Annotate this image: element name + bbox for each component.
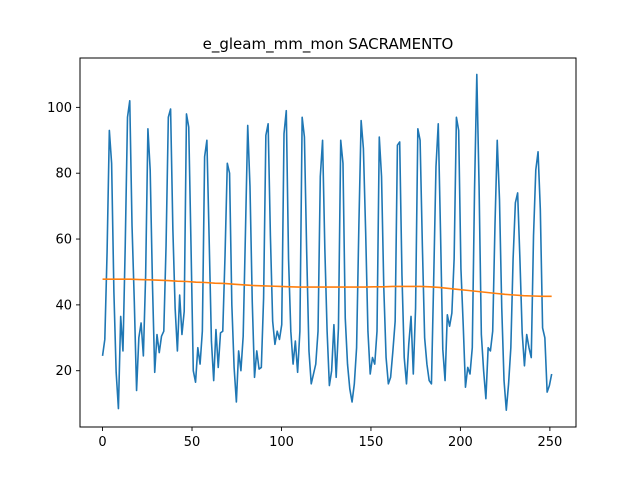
series-line-2 xyxy=(102,278,552,298)
x-tick-label: 250 xyxy=(537,435,562,450)
plot-frame xyxy=(79,57,577,428)
x-tick-label: 50 xyxy=(184,435,201,450)
x-axis: 0 50 100 150 200 250 xyxy=(98,427,562,450)
x-tick-label: 100 xyxy=(269,435,294,450)
y-tick-label: 60 xyxy=(55,233,72,248)
y-tick-label: 20 xyxy=(55,364,72,379)
x-tick-label: 150 xyxy=(359,435,384,450)
y-axis: 20 40 60 80 100 xyxy=(47,101,80,379)
y-tick-label: 80 xyxy=(55,167,72,182)
y-tick-label: 40 xyxy=(55,298,72,313)
y-tick-label: 100 xyxy=(47,101,72,116)
series-line-1 xyxy=(101,73,553,412)
x-tick-label: 200 xyxy=(448,435,473,450)
x-tick-label: 0 xyxy=(98,435,106,450)
series-layer xyxy=(101,73,553,412)
chart-title: e_gleam_mm_mon SACRAMENTO xyxy=(203,35,454,54)
